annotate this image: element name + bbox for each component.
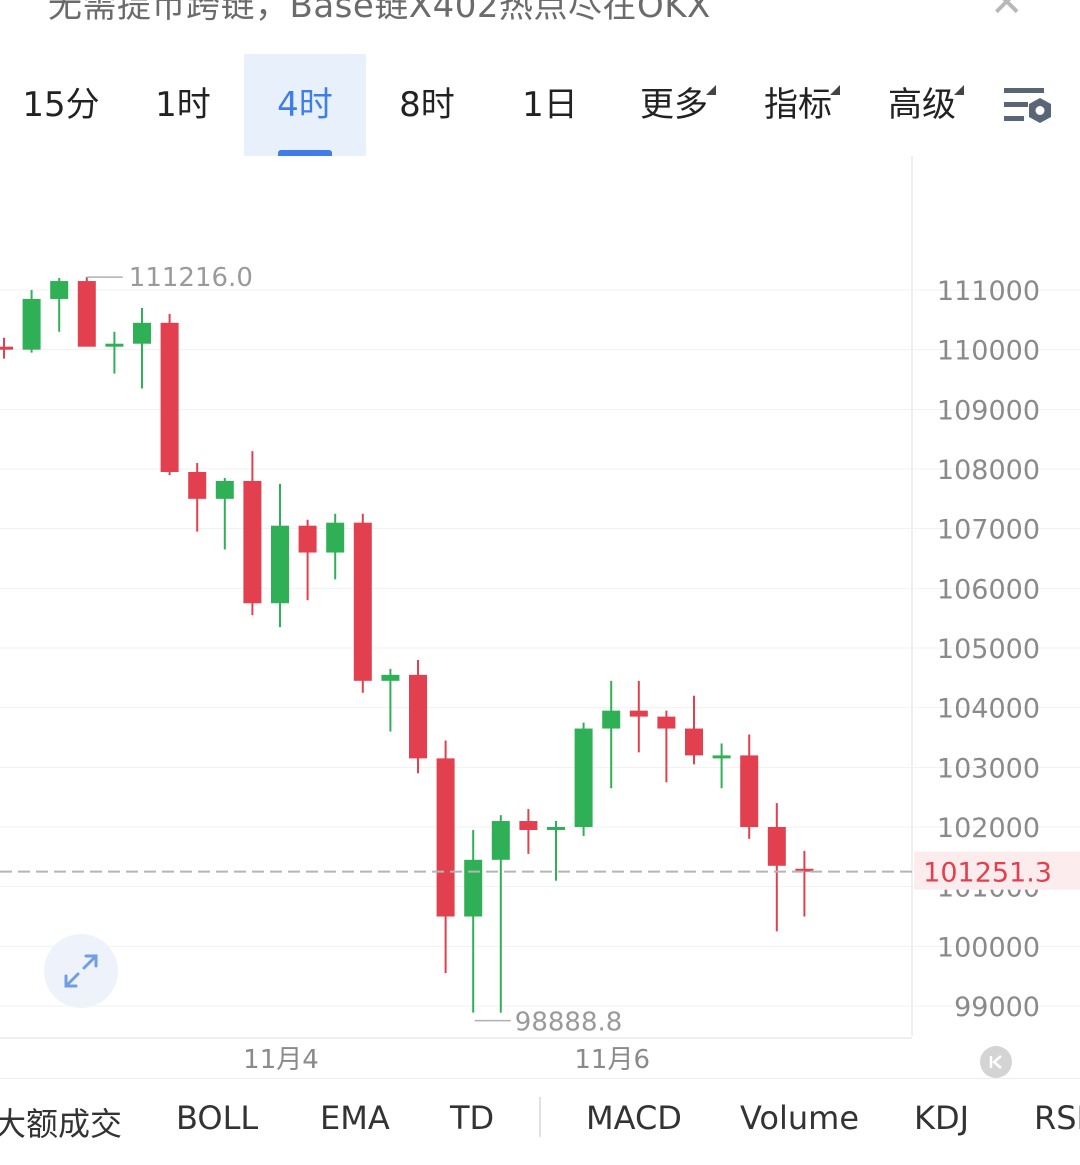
tab-label: 指标 — [764, 85, 840, 125]
candle-body — [160, 322, 179, 472]
tab-label: 15分 — [22, 85, 100, 125]
y-tick-label: 110000 — [937, 336, 1040, 367]
candle-body — [464, 859, 483, 917]
candle-body — [629, 710, 648, 717]
indicator-tab-4[interactable]: MACD — [586, 1099, 682, 1137]
tab-timeframe-1[interactable]: 1时 — [122, 54, 244, 156]
tab-timeframe-5[interactable]: 更多 — [612, 54, 736, 156]
candle-body — [22, 298, 41, 350]
tab-timeframe-4[interactable]: 1日 — [488, 54, 612, 156]
tab-label: 4时 — [277, 85, 333, 125]
candle-body — [188, 471, 207, 499]
tab-label: 8时 — [399, 85, 455, 125]
candle-body — [381, 674, 400, 681]
indicator-tab-3[interactable]: TD — [450, 1099, 495, 1137]
candle-body — [133, 322, 151, 344]
scroll-to-latest-icon[interactable] — [980, 1046, 1012, 1078]
current-price-label: 101251.3 — [923, 858, 1052, 889]
dropdown-triangle-icon — [706, 85, 716, 95]
candle-body — [50, 281, 69, 299]
y-tick-label: 108000 — [937, 455, 1040, 486]
candle-body — [685, 728, 703, 756]
indicator-tab-1[interactable]: BOLL — [176, 1099, 259, 1137]
tab-timeframe-3[interactable]: 8时 — [366, 54, 488, 156]
candle-body — [657, 716, 676, 729]
candle-body — [712, 755, 731, 759]
indicator-tab-7[interactable]: RSI — [1034, 1099, 1080, 1137]
y-tick-label: 100000 — [937, 932, 1040, 963]
candle-body — [353, 522, 372, 681]
tab-label: 1日 — [522, 85, 578, 125]
y-tick-label: 106000 — [937, 574, 1040, 605]
tab-label: 更多 — [640, 85, 716, 125]
max-price-label: 111216.0 — [129, 263, 253, 293]
y-tick-label: 99000 — [954, 992, 1040, 1023]
y-tick-label: 103000 — [937, 753, 1040, 784]
active-tab-indicator — [278, 150, 332, 156]
dropdown-triangle-icon — [830, 85, 840, 95]
indicator-tab-5[interactable]: Volume — [740, 1099, 860, 1137]
candle-body — [77, 281, 96, 347]
candlestick-chart[interactable]: 9900010000010100010200010300010400010500… — [0, 156, 1080, 1078]
x-tick-label: 11月6 — [574, 1045, 650, 1075]
indicator-tab-2[interactable]: EMA — [320, 1099, 390, 1137]
tab-timeframe-7[interactable]: 高级 — [860, 54, 984, 156]
candle-body — [271, 525, 289, 604]
min-price-label: 98888.8 — [515, 1008, 623, 1038]
current-price-badge — [914, 851, 1080, 890]
indicator-tab-6[interactable]: KDJ — [914, 1099, 970, 1137]
timeframe-tabs: 15分 1时 4时 8时 1日 更多 指标 高级 — [0, 54, 1080, 156]
candle-body — [767, 827, 786, 866]
expand-icon[interactable] — [44, 934, 118, 1008]
y-tick-label: 109000 — [937, 395, 1040, 426]
indicator-tab-0[interactable]: 大额成交 — [0, 1105, 123, 1143]
candle-body — [0, 346, 13, 350]
indicator-tabs: 大额成交 BOLL EMA TD MACD Volume KDJ RSI — [0, 1078, 1080, 1165]
close-icon[interactable]: ✕ — [990, 0, 1024, 26]
candle-body — [409, 674, 427, 759]
y-tick-label: 104000 — [937, 694, 1040, 725]
candle-body — [574, 728, 593, 827]
y-tick-label: 111000 — [937, 276, 1040, 307]
candle-body — [740, 755, 759, 827]
tab-timeframe-0[interactable]: 15分 — [0, 54, 122, 156]
candle-body — [491, 821, 510, 860]
y-tick-label: 107000 — [937, 515, 1040, 546]
tab-label: 高级 — [888, 85, 964, 125]
candle-body — [326, 522, 345, 553]
candle-body — [795, 868, 814, 872]
candle-body — [298, 525, 317, 553]
promo-banner[interactable]: 无需提币跨链，Base链X402热点尽在OKX ✕ — [0, 0, 1080, 30]
tab-timeframe-6[interactable]: 指标 — [736, 54, 860, 156]
x-tick-label: 11月4 — [243, 1045, 319, 1075]
candle-body — [436, 758, 455, 917]
dropdown-triangle-icon — [954, 85, 964, 95]
y-tick-label: 102000 — [937, 813, 1040, 844]
candle-body — [547, 827, 565, 830]
y-tick-label: 105000 — [937, 634, 1040, 665]
candle-body — [243, 480, 262, 604]
chart-settings-icon[interactable] — [1002, 84, 1056, 128]
banner-text: 无需提币跨链，Base链X402热点尽在OKX — [48, 0, 711, 26]
candle-body — [602, 710, 621, 729]
tab-label: 1时 — [155, 85, 211, 125]
tab-timeframe-2[interactable]: 4时 — [244, 54, 366, 156]
candle-body — [215, 480, 234, 499]
indicator-divider — [539, 1097, 541, 1137]
candle-body — [519, 821, 538, 830]
candle-body — [105, 343, 124, 347]
